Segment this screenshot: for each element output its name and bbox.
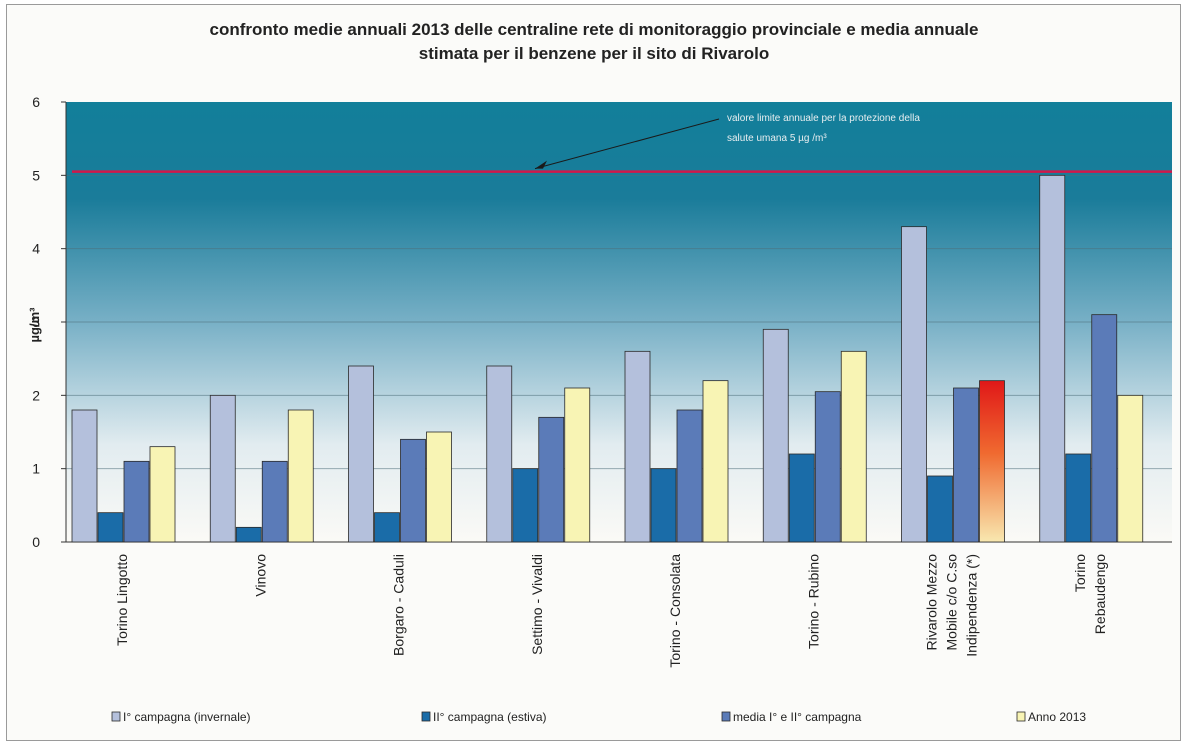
bar-1-2 bbox=[374, 512, 400, 543]
y-tick-label: 5 bbox=[32, 167, 40, 183]
bar-0-4 bbox=[624, 350, 651, 543]
category-label: Borgaro - Caduli bbox=[391, 554, 407, 656]
bar-2-6 bbox=[953, 387, 979, 543]
bar-2-3 bbox=[538, 416, 565, 543]
category-label: Indipendenza (*) bbox=[964, 554, 980, 657]
legend-swatch-2 bbox=[721, 711, 731, 722]
legend-label-1: II° campagna (estiva) bbox=[433, 710, 547, 724]
chart-title: confronto medie annuali 2013 delle centr… bbox=[210, 20, 979, 63]
bar-3-0 bbox=[149, 446, 176, 543]
bar-1-1 bbox=[235, 526, 262, 543]
legend-swatch-1 bbox=[421, 711, 431, 722]
category-labels: Torino Lingotto Vinovo Borgaro - Caduli Set… bbox=[114, 554, 1108, 668]
bar-2-1 bbox=[261, 460, 288, 543]
chart-frame: confronto medie annuali 2013 delle centr… bbox=[6, 4, 1181, 741]
y-tick-label: 0 bbox=[32, 534, 40, 550]
bar-2-0 bbox=[123, 460, 150, 543]
category-label: Torino - Consolata bbox=[667, 554, 683, 668]
bar-0-6 bbox=[901, 226, 927, 543]
annotation-text: salute umana 5 µg /m³ bbox=[727, 133, 827, 144]
chart-title-line: confronto medie annuali 2013 delle centr… bbox=[210, 20, 979, 39]
category-label: Torino bbox=[1072, 554, 1088, 592]
annotation-text: valore limite annuale per la protezione … bbox=[727, 113, 920, 124]
bar-1-5 bbox=[788, 453, 815, 543]
bar-1-7 bbox=[1065, 453, 1092, 543]
bar-0-5 bbox=[762, 328, 789, 543]
bar-0-1 bbox=[209, 394, 236, 543]
bar-0-2 bbox=[348, 365, 374, 543]
legend-label-2: media I° e II° campagna bbox=[733, 710, 862, 724]
y-tick-label: 2 bbox=[32, 387, 40, 403]
category-label: Torino - Rubino bbox=[805, 554, 821, 649]
bar-3-2 bbox=[426, 431, 452, 543]
bar-3-1 bbox=[287, 409, 314, 543]
legend-swatch-3 bbox=[1016, 711, 1026, 722]
chart: confronto medie annuali 2013 delle centr… bbox=[27, 20, 1172, 724]
y-tick-label: 1 bbox=[32, 461, 40, 477]
annotation: valore limite annuale per la protezione … bbox=[534, 113, 920, 170]
bar-2-7 bbox=[1091, 314, 1118, 543]
legend-label-3: Anno 2013 bbox=[1028, 710, 1086, 724]
y-axis-label: µg/m³ bbox=[27, 307, 42, 343]
category-label: Rivarolo Mezzo bbox=[924, 554, 940, 651]
bar-3-7 bbox=[1117, 394, 1144, 543]
annotation-arrow-line bbox=[534, 118, 720, 170]
y-tick-label: 3 bbox=[32, 314, 40, 330]
bar-1-6 bbox=[927, 475, 953, 543]
bar-3-6 bbox=[979, 380, 1005, 543]
category-label: Torino Lingotto bbox=[114, 554, 130, 646]
bar-1-3 bbox=[512, 468, 539, 543]
bar-2-4 bbox=[676, 409, 703, 543]
bar-0-7 bbox=[1039, 174, 1066, 543]
y-tick-label: 4 bbox=[32, 241, 40, 257]
bar-3-4 bbox=[702, 380, 729, 543]
bar-1-0 bbox=[97, 512, 124, 543]
legend-label-0: I° campagna (invernale) bbox=[123, 710, 251, 724]
annotation-arrowhead bbox=[535, 160, 547, 169]
category-label: Mobile c/o C.so bbox=[944, 554, 960, 651]
category-label: Settimo - Vivaldi bbox=[529, 554, 545, 655]
bar-2-5 bbox=[814, 391, 841, 543]
legend-swatch-0 bbox=[111, 711, 121, 722]
legend: I° campagna (invernale) II° campagna (est… bbox=[111, 710, 1086, 724]
category-label: Vinovo bbox=[252, 554, 268, 597]
chart-title-line: stimata per il benzene per il sito di Ri… bbox=[419, 44, 769, 63]
bars bbox=[71, 174, 1144, 543]
bar-1-4 bbox=[650, 468, 677, 543]
bar-0-0 bbox=[71, 409, 98, 543]
bar-2-2 bbox=[400, 438, 426, 543]
bar-0-3 bbox=[486, 365, 513, 543]
bar-3-3 bbox=[564, 387, 591, 543]
category-label: Rebaudengo bbox=[1092, 554, 1108, 634]
y-tick-label: 6 bbox=[32, 94, 40, 110]
bar-3-5 bbox=[840, 350, 867, 543]
